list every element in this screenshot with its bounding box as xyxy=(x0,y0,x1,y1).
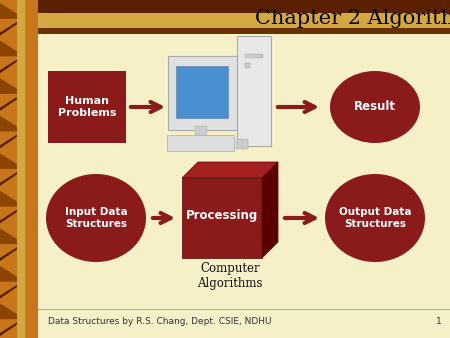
Text: Output Data
Structures: Output Data Structures xyxy=(339,207,411,229)
Text: Chapter 2 Algorithm Design: Chapter 2 Algorithm Design xyxy=(255,8,450,27)
Polygon shape xyxy=(0,153,25,169)
Bar xyxy=(38,28,450,34)
Polygon shape xyxy=(0,266,25,282)
Bar xyxy=(17,0,25,338)
Polygon shape xyxy=(0,280,25,298)
Polygon shape xyxy=(0,191,25,207)
Polygon shape xyxy=(0,94,25,110)
Polygon shape xyxy=(0,304,25,319)
Polygon shape xyxy=(262,162,278,258)
Polygon shape xyxy=(0,17,25,36)
Polygon shape xyxy=(0,319,25,335)
Polygon shape xyxy=(0,19,25,34)
Polygon shape xyxy=(0,167,25,186)
Bar xyxy=(38,309,450,310)
Bar xyxy=(17,0,25,338)
Polygon shape xyxy=(0,3,25,19)
Polygon shape xyxy=(0,169,25,185)
Polygon shape xyxy=(0,317,25,336)
Polygon shape xyxy=(0,129,25,148)
Polygon shape xyxy=(0,242,25,261)
Bar xyxy=(48,71,126,143)
Polygon shape xyxy=(0,54,25,73)
Polygon shape xyxy=(0,228,25,244)
Polygon shape xyxy=(0,282,25,297)
Polygon shape xyxy=(0,56,25,72)
Text: 1: 1 xyxy=(436,317,442,327)
Ellipse shape xyxy=(325,174,425,262)
Polygon shape xyxy=(0,204,25,223)
Text: Data Structures by R.S. Chang, Dept. CSIE, NDHU: Data Structures by R.S. Chang, Dept. CSI… xyxy=(48,317,271,327)
FancyBboxPatch shape xyxy=(168,56,237,130)
Polygon shape xyxy=(0,207,25,222)
FancyBboxPatch shape xyxy=(237,36,271,146)
Text: Processing: Processing xyxy=(186,210,258,222)
Text: Human
Problems: Human Problems xyxy=(58,96,116,118)
Text: Computer
Algorithms: Computer Algorithms xyxy=(197,262,263,290)
Polygon shape xyxy=(0,131,25,147)
Bar xyxy=(245,54,263,58)
Bar xyxy=(176,66,228,118)
Polygon shape xyxy=(0,41,25,56)
Text: Input Data
Structures: Input Data Structures xyxy=(65,207,127,229)
Text: Result: Result xyxy=(354,100,396,114)
Polygon shape xyxy=(0,116,25,131)
Bar xyxy=(0,0,38,338)
Polygon shape xyxy=(182,162,278,178)
FancyBboxPatch shape xyxy=(167,135,234,151)
FancyBboxPatch shape xyxy=(236,139,248,149)
Polygon shape xyxy=(0,78,25,94)
Ellipse shape xyxy=(330,71,420,143)
Bar xyxy=(38,0,450,13)
Ellipse shape xyxy=(46,174,146,262)
Bar xyxy=(195,126,207,140)
Bar xyxy=(245,63,250,68)
Bar xyxy=(38,13,450,28)
Polygon shape xyxy=(0,244,25,260)
Polygon shape xyxy=(182,178,262,258)
Polygon shape xyxy=(0,92,25,111)
